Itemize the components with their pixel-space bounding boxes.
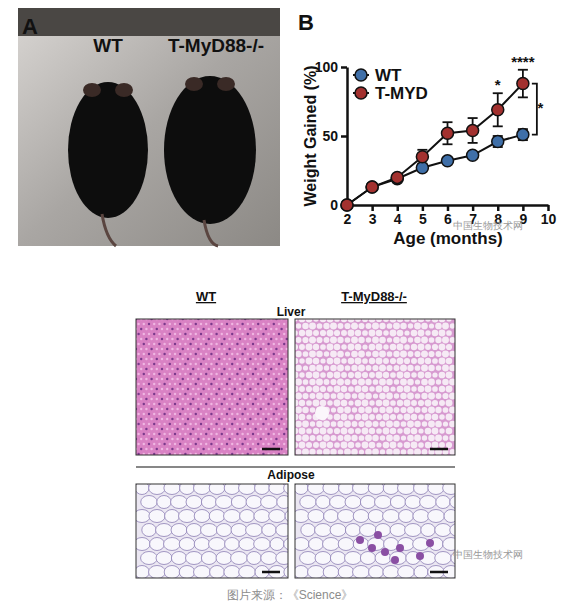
x-tick: 10 (541, 205, 557, 227)
x-tick-label: 10 (541, 211, 557, 227)
legend-entry: WT (353, 66, 402, 85)
scale-bar (262, 571, 280, 574)
marker (492, 104, 504, 116)
marker (517, 78, 529, 90)
x-tick-label: 5 (419, 211, 427, 227)
photo-top (18, 8, 280, 36)
x-axis-title: Age (months) (393, 229, 503, 248)
y-tick: 50 (322, 128, 347, 144)
legend-marker (355, 69, 367, 81)
error-bar (468, 118, 478, 143)
legend-marker (355, 87, 367, 99)
y-tick-mark (341, 66, 347, 69)
marker (442, 155, 454, 167)
x-tick: 6 (444, 205, 452, 227)
error-bar (417, 150, 427, 164)
marker (366, 181, 378, 193)
micrograph-frame (136, 319, 288, 455)
column-label: WT (196, 289, 216, 304)
y-tick-label: 0 (330, 197, 338, 213)
micrograph (295, 484, 455, 578)
marker (492, 136, 504, 148)
error-bar (493, 93, 503, 126)
photo-label: T-MyD88-/- (168, 35, 264, 56)
y-axis: 0 50 100 (315, 59, 348, 213)
micrograph-frame (136, 484, 288, 578)
error-bar (443, 122, 453, 144)
mouse (164, 76, 256, 246)
figure: AWTT-MyD88-/-B2345678910050100Age (month… (0, 0, 583, 611)
error-bar (493, 136, 503, 147)
micrograph (136, 484, 288, 578)
micrograph-frame (295, 484, 455, 578)
marker (467, 124, 479, 136)
legend-entry: T-MYD (353, 84, 428, 103)
x-tick: 4 (394, 205, 402, 227)
y-tick-mark (341, 135, 347, 138)
watermark: 中国生物技术网 (453, 549, 523, 560)
panel-label: B (298, 10, 314, 35)
x-tick-label: 6 (444, 211, 452, 227)
x-tick: 3 (369, 205, 377, 227)
x-tick-label: 3 (369, 211, 377, 227)
column-label: T-MyD88-/- (341, 289, 407, 304)
x-tick-label: 4 (394, 211, 402, 227)
micrograph (295, 319, 455, 455)
legend-label: WT (375, 66, 402, 85)
scale-bar (430, 448, 448, 451)
row-label: Adipose (267, 468, 315, 482)
annotation: **** (511, 53, 535, 70)
legend: WTT-MYD (353, 66, 428, 103)
plot-area (341, 70, 529, 211)
marker (416, 151, 428, 163)
photo-panel (18, 8, 280, 246)
micrograph (136, 319, 288, 455)
marker (366, 181, 378, 193)
x-tick: 5 (419, 205, 427, 227)
marker (517, 129, 529, 141)
error-bar (518, 129, 528, 140)
y-tick: 100 (315, 59, 347, 75)
x-tick-label: 2 (344, 211, 352, 227)
marker (467, 149, 479, 161)
y-tick-label: 50 (322, 128, 338, 144)
panel-label: A (22, 14, 38, 39)
y-axis-title: Weight Gained (%) (302, 65, 319, 206)
annotation: * (538, 99, 544, 116)
significance-bracket (532, 84, 537, 135)
mouse (68, 82, 148, 246)
legend-label: T-MYD (375, 84, 428, 103)
scale-bar (430, 571, 448, 574)
photo-background (18, 8, 280, 246)
marker (416, 162, 428, 174)
x-axis: 2345678910 (344, 205, 557, 227)
caption: 图片来源：《Science》 (227, 588, 354, 602)
series-line (347, 84, 523, 205)
annotation: * (495, 76, 501, 93)
scale-bar (262, 448, 280, 451)
error-bar (518, 70, 528, 98)
row-label: Liver (277, 305, 306, 319)
marker (391, 171, 403, 183)
photo-label: WT (93, 35, 123, 56)
marker (341, 199, 353, 211)
watermark: 中国生物技术网 (453, 220, 523, 231)
marker (442, 127, 454, 139)
marker (341, 199, 353, 211)
micrograph-frame (295, 319, 455, 455)
